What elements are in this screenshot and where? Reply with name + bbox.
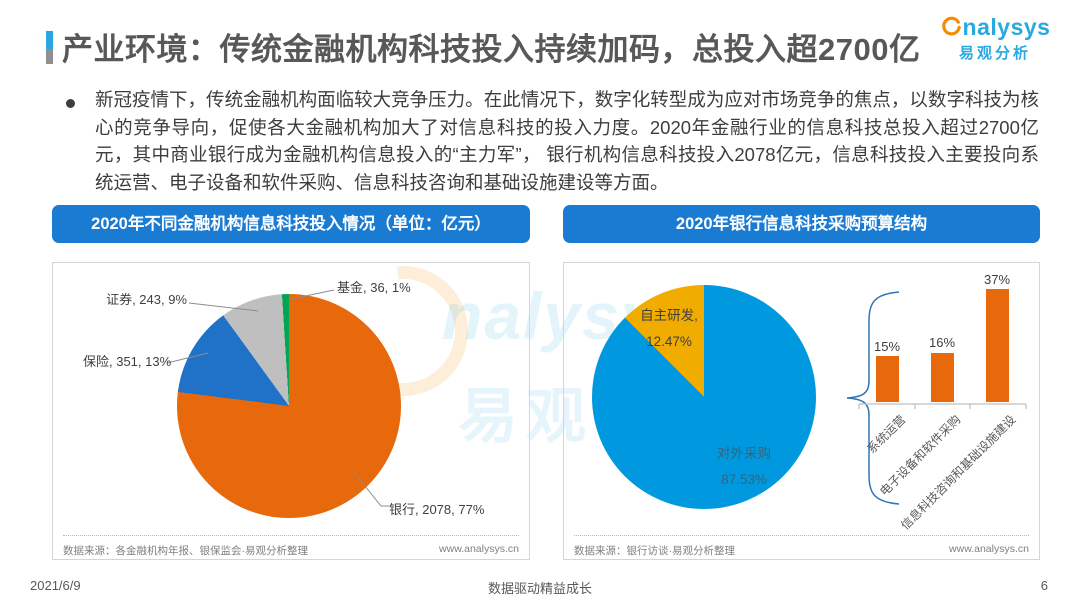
- bar-consulting-infrastructure: [986, 289, 1009, 402]
- bar-system-operation: [876, 356, 899, 402]
- pie-label-securities: 证券, 243, 9%: [106, 292, 187, 307]
- pie-label-external-procurement: 对外采购 87.53%: [717, 446, 771, 487]
- brace-and-axis: [846, 291, 1027, 505]
- footer-slogan: 数据驱动精益成长: [487, 581, 592, 596]
- logo-swirl-icon: [940, 14, 962, 41]
- pie-label-fund: 基金, 36, 1%: [337, 280, 411, 295]
- bar-value-2: 16%: [928, 335, 956, 350]
- right-website-link[interactable]: www.analysys.cn: [949, 543, 1029, 555]
- logo-brand-text: nalysys: [962, 14, 1051, 40]
- left-chart-panel: 基金, 36, 1% 证券, 243, 9% 保险, 351, 13% 银行, …: [52, 262, 530, 560]
- analysys-logo: nalysys 易观分析: [936, 14, 1054, 63]
- left-chart-title: 2020年不同金融机构信息科技投入情况（单位：亿元）: [52, 205, 530, 243]
- bar-value-3: 37%: [983, 272, 1011, 287]
- bar-value-1: 15%: [873, 339, 901, 354]
- pie-label-bank: 银行, 2078, 77%: [389, 502, 485, 517]
- left-source-text: 数据来源：各金融机构年报、银保监会·易观分析整理: [63, 545, 308, 557]
- left-website-link[interactable]: www.analysys.cn: [439, 543, 519, 555]
- procurement-pie-chart: [592, 285, 816, 509]
- right-chart-title: 2020年银行信息科技采购预算结构: [563, 205, 1040, 243]
- pie-label-self-developed: 自主研发, 12.47%: [640, 308, 698, 349]
- title-accent-bar: [46, 31, 53, 64]
- page-title: 产业环境：传统金融机构科技投入持续加码，总投入超2700亿: [62, 32, 921, 67]
- bar-equipment-software: [931, 353, 954, 402]
- footer-page-number: 6: [1040, 578, 1048, 593]
- bullet-icon: [66, 99, 75, 108]
- logo-subtitle: 易观分析: [958, 45, 1031, 62]
- summary-paragraph: 新冠疫情下，传统金融机构面临较大竞争压力。在此情况下，数字化转型成为应对市场竞争…: [95, 89, 1039, 193]
- right-chart-panel: 自主研发, 12.47% 对外采购 87.53% 15% 16% 37% 系统运…: [563, 262, 1040, 560]
- institutions-pie-chart: [177, 294, 401, 518]
- left-source-row: 数据来源：各金融机构年报、银保监会·易观分析整理 www.analysys.cn: [63, 535, 519, 558]
- right-source-row: 数据来源：银行访谈·易观分析整理 www.analysys.cn: [574, 535, 1029, 558]
- pie-label-insurance: 保险, 351, 13%: [83, 354, 172, 369]
- pie-leader-lines: [166, 289, 389, 507]
- footer-date: 2021/6/9: [30, 578, 81, 593]
- right-source-text: 数据来源：银行访谈·易观分析整理: [574, 545, 735, 557]
